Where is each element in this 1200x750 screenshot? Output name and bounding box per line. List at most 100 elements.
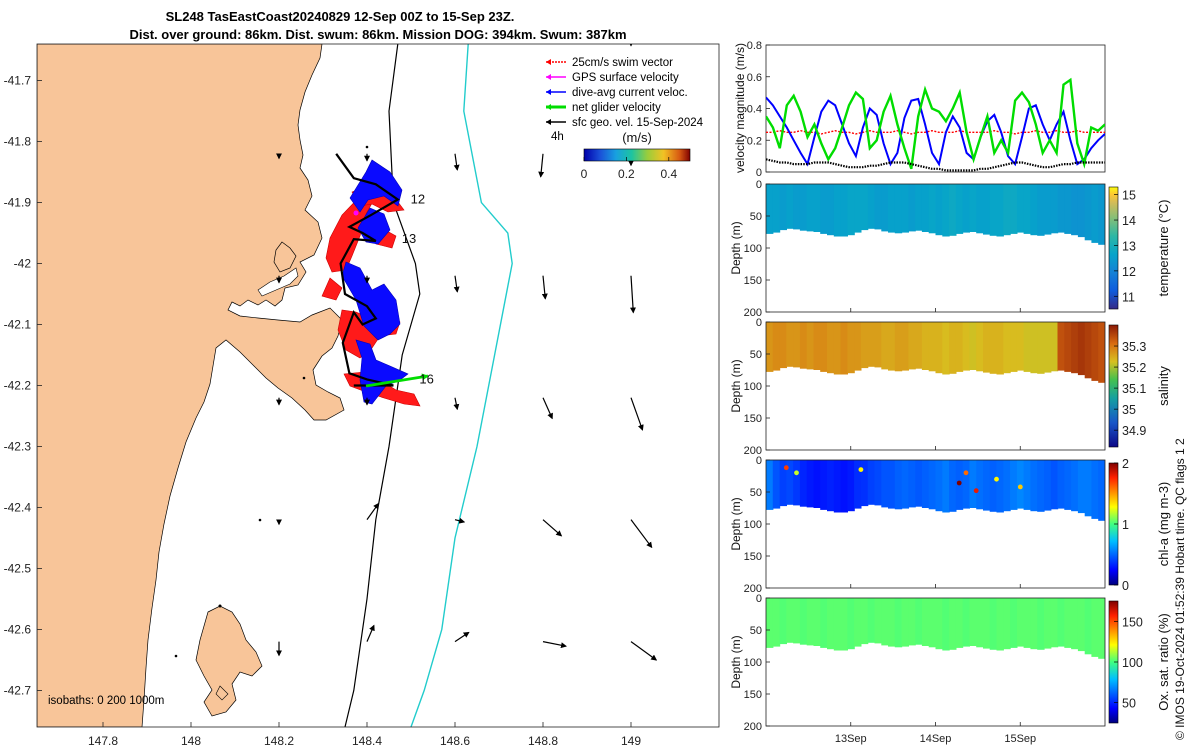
salinity-y-tick-label: 200 <box>744 445 762 457</box>
map-x-tick-label: 148.6 <box>440 734 470 748</box>
legend-entry-label: GPS surface velocity <box>572 72 679 84</box>
salinity-column <box>793 322 801 368</box>
velocity-y-tick-label: 0.4 <box>747 104 762 116</box>
geo-vector-arrow <box>541 275 548 300</box>
legend-entry-label: 25cm/s swim vector <box>572 57 673 69</box>
salinity-column <box>1091 322 1099 381</box>
oxygen-column <box>1084 598 1093 655</box>
chla-column <box>867 460 876 505</box>
map-y-tick-label: -42.4 <box>4 500 32 514</box>
salinity-column <box>854 322 862 371</box>
temperature-y-tick-label: 150 <box>744 275 762 287</box>
map-y-tick-label: -42.3 <box>4 439 32 453</box>
salinity-colorbar <box>1108 324 1119 448</box>
oxygen-column <box>1037 598 1045 650</box>
salinity-column <box>955 322 964 372</box>
isobath-label: isobaths: 0 200 1000m <box>48 695 164 707</box>
island-north <box>273 241 297 273</box>
velocity-series-line <box>766 129 1105 135</box>
time-window-label: 4h <box>551 131 564 143</box>
temperature-column <box>1091 184 1099 243</box>
glider-track <box>335 153 400 387</box>
oxygen-column <box>1044 598 1052 649</box>
chla-colorbar-tick-label: 0 <box>1122 579 1129 593</box>
salinity-column <box>874 322 882 368</box>
temperature-column <box>1050 184 1059 234</box>
temperature-column <box>854 184 862 233</box>
salinity-column <box>1064 322 1072 372</box>
chla-column <box>928 460 937 510</box>
chla-column <box>1098 460 1105 521</box>
chla-y-tick-label: 100 <box>744 519 762 531</box>
salinity-column <box>772 322 781 371</box>
oxygen-y-tick-label: 0 <box>756 593 762 605</box>
oxygen-column <box>1023 598 1031 648</box>
salinity-column <box>840 322 848 375</box>
oxygen-column <box>793 598 801 644</box>
map-y-tick-label: -41.7 <box>4 74 32 88</box>
chla-column <box>1030 460 1038 512</box>
salinity-colorbar-tick-label: 35.1 <box>1122 382 1146 396</box>
chla-column <box>820 460 828 510</box>
map-x-tick-label: 148.4 <box>352 734 382 748</box>
salinity-y-tick-label: 0 <box>756 317 762 329</box>
temperature-column <box>989 184 998 236</box>
legend-arrowhead <box>546 59 551 65</box>
map-y-tick-label: -42.7 <box>4 683 32 697</box>
salinity-column <box>799 322 808 369</box>
salinity-colorbar-tick-label: 35.3 <box>1122 340 1146 354</box>
salinity-column <box>915 322 923 369</box>
chla-column <box>813 460 821 508</box>
oxygen-column <box>1016 598 1025 647</box>
oxygen-column <box>996 598 1004 651</box>
temperature-column <box>894 184 903 234</box>
temperature-column <box>779 184 787 231</box>
map-colorbar-tick-label: 0.2 <box>618 167 635 181</box>
oxygen-column <box>1077 598 1086 652</box>
oxygen-y-tick-label: 150 <box>744 689 762 701</box>
temperature-y-tick-label: 200 <box>744 307 762 319</box>
map-y-tick-label: -42.1 <box>4 318 32 332</box>
chla-column <box>1091 460 1099 519</box>
oxygen-column <box>921 598 930 646</box>
temperature-column <box>867 184 876 229</box>
salinity-column <box>1003 322 1011 374</box>
geo-vector-arrow <box>454 517 466 524</box>
chla-column <box>847 460 855 512</box>
oxygen-column <box>928 598 937 648</box>
chla-column <box>894 460 903 510</box>
oxygen-y-tick-label: 100 <box>744 657 762 669</box>
salinity-column <box>1023 322 1031 372</box>
chla-column <box>793 460 801 506</box>
salinity-column <box>827 322 835 374</box>
geo-vector-arrow <box>630 519 653 549</box>
salinity-column <box>833 322 842 375</box>
islet-a <box>215 685 229 701</box>
temperature-column <box>955 184 964 234</box>
oxygen-column <box>976 598 984 648</box>
geo-vector-arrow <box>629 275 636 314</box>
temperature-column <box>860 184 869 231</box>
oxygen-column <box>840 598 848 651</box>
chla-high-point <box>973 488 979 494</box>
velocity-ylabel: velocity magnitude (m/s) <box>733 43 747 173</box>
oxygen-column <box>1071 598 1079 650</box>
temperature-column <box>1010 184 1018 234</box>
oxygen-column <box>1091 598 1099 657</box>
chla-column <box>901 460 909 509</box>
geo-vector-arrow <box>630 397 644 431</box>
chla-column <box>799 460 808 507</box>
temperature-column <box>772 184 781 233</box>
temperature-column <box>921 184 930 232</box>
geo-vector-arrow <box>453 397 460 411</box>
salinity-colorbar-tick-label: 34.9 <box>1122 424 1146 438</box>
salinity-column <box>1037 322 1045 374</box>
net-glider-velocity-arrow <box>365 373 429 388</box>
chla-y-tick-label: 150 <box>744 551 762 563</box>
salinity-column <box>820 322 828 372</box>
salinity-ylabel: Depth (m) <box>729 359 743 412</box>
map-y-tick-label: -42.6 <box>4 622 32 636</box>
velocity-panel: 0 0.2 0.4 0.6 0.8 velocity magnitude (m/s) <box>733 40 1106 179</box>
chla-column <box>1037 460 1045 512</box>
isobath-200m <box>344 44 421 727</box>
